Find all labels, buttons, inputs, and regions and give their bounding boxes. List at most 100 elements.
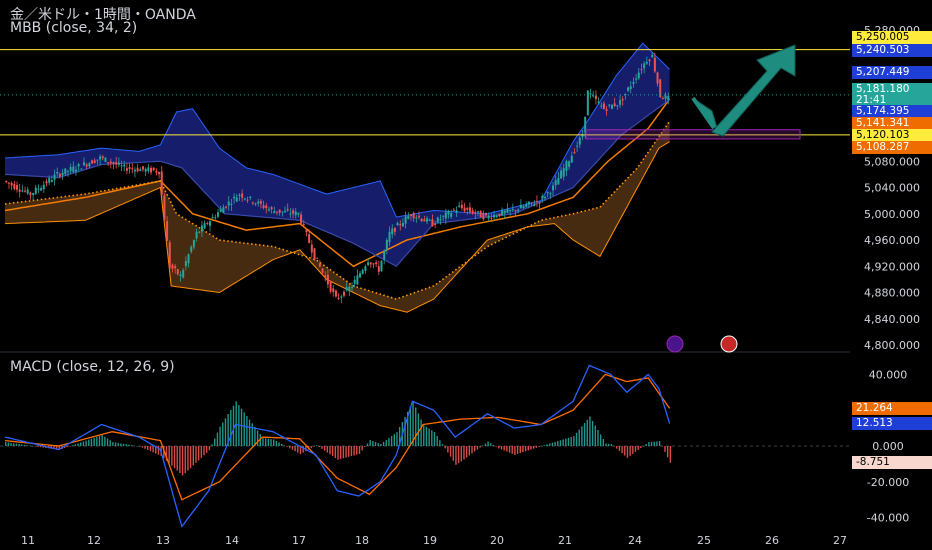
price-tag: 21:41: [852, 94, 932, 107]
candle: [270, 206, 273, 214]
candle-body: [270, 207, 273, 210]
candle: [627, 86, 630, 93]
macd-histogram-bar: [463, 446, 465, 460]
macd-histogram-bar: [96, 436, 98, 446]
candle: [174, 263, 177, 274]
candle-body: [203, 223, 206, 229]
macd-histogram-bar: [490, 443, 492, 446]
candle-body: [37, 188, 40, 190]
macd-histogram-bar: [664, 446, 666, 452]
candle-body: [353, 279, 356, 284]
candle: [200, 220, 203, 238]
candle: [273, 206, 276, 214]
candle-body: [42, 184, 45, 190]
macd-histogram-bar: [155, 446, 157, 454]
candle-body: [466, 207, 469, 210]
candle-body: [257, 201, 260, 204]
candle: [40, 185, 43, 192]
macd-line: [4, 364, 671, 528]
candle-body: [144, 168, 147, 172]
candle-body: [552, 185, 555, 191]
macd-histogram-bar: [465, 446, 468, 458]
macd-histogram-bar: [208, 446, 211, 451]
macd-histogram-bar: [157, 446, 160, 455]
candle-body: [187, 254, 190, 264]
macd-histogram-bar: [640, 446, 642, 448]
macd-histogram-bar: [286, 446, 288, 447]
candle: [597, 97, 600, 105]
macd-histogram-bar: [181, 446, 184, 476]
candle-body: [80, 168, 83, 170]
macd-histogram-bar: [522, 446, 524, 453]
macd-histogram-bar: [275, 440, 278, 446]
macd-histogram-bar: [334, 446, 337, 458]
candle-body: [377, 266, 380, 272]
macd-histogram-bar: [256, 430, 259, 446]
candle: [418, 211, 421, 220]
candle: [123, 160, 126, 172]
macd-histogram-bar: [492, 444, 495, 446]
candle: [393, 227, 396, 236]
candle: [24, 186, 27, 193]
macd-histogram-bar: [554, 441, 556, 446]
candle: [58, 172, 61, 179]
candle: [246, 196, 249, 203]
macd-histogram-bar: [85, 440, 87, 446]
macd-label: MACD (close, 12, 26, 9): [10, 359, 175, 375]
lightning-icon: [666, 335, 684, 353]
macd-histogram-bar: [586, 419, 588, 446]
candle-body: [104, 157, 107, 162]
macd-histogram-bar: [482, 445, 484, 446]
x-tick-label: 18: [355, 534, 369, 547]
macd-histogram-bar: [642, 446, 645, 447]
candle-body: [56, 172, 59, 174]
macd-histogram-bar: [457, 446, 460, 464]
candle: [206, 221, 209, 226]
macd-histogram-bar: [101, 434, 103, 446]
candle: [37, 184, 40, 194]
candle-body: [463, 207, 466, 212]
candle-body: [235, 197, 238, 202]
candle: [431, 214, 434, 227]
candle: [152, 167, 155, 172]
macd-histogram-bar: [243, 412, 245, 446]
macd-histogram-bar: [567, 437, 570, 446]
macd-histogram-bar: [270, 439, 272, 446]
candle: [554, 175, 557, 190]
candle: [208, 219, 211, 232]
candle: [302, 220, 305, 227]
candle: [182, 268, 185, 279]
candle-body: [549, 193, 552, 195]
candle-body: [334, 290, 337, 297]
candle-body: [586, 90, 589, 116]
candle-body: [176, 269, 179, 275]
candle-body: [155, 170, 158, 173]
candle: [144, 167, 147, 177]
candle-body: [372, 263, 375, 265]
candle-body: [361, 270, 364, 274]
candle-body: [535, 201, 538, 203]
candle-body: [589, 93, 592, 95]
y-tick-label: 4,960.000: [864, 234, 920, 247]
candle: [396, 221, 399, 226]
candle: [198, 231, 201, 234]
candle: [251, 201, 254, 206]
candle: [101, 154, 104, 161]
candle-body: [302, 224, 305, 226]
macd-histogram-bar: [136, 446, 138, 447]
macd-histogram-bar: [350, 446, 353, 457]
macd-histogram-bar: [130, 445, 133, 446]
macd-histogram-bar: [348, 446, 350, 457]
candle-body: [396, 222, 399, 226]
candle: [407, 211, 410, 220]
candle-body: [190, 246, 193, 252]
macd-histogram-bar: [508, 446, 511, 453]
macd-histogram-bar: [390, 436, 393, 446]
candle: [530, 202, 533, 207]
macd-histogram-bar: [331, 446, 334, 457]
candle: [428, 218, 431, 221]
candle: [217, 208, 220, 219]
candle-body: [637, 72, 640, 79]
macd-histogram-bar: [616, 446, 618, 449]
macd-histogram-bar: [658, 441, 661, 446]
